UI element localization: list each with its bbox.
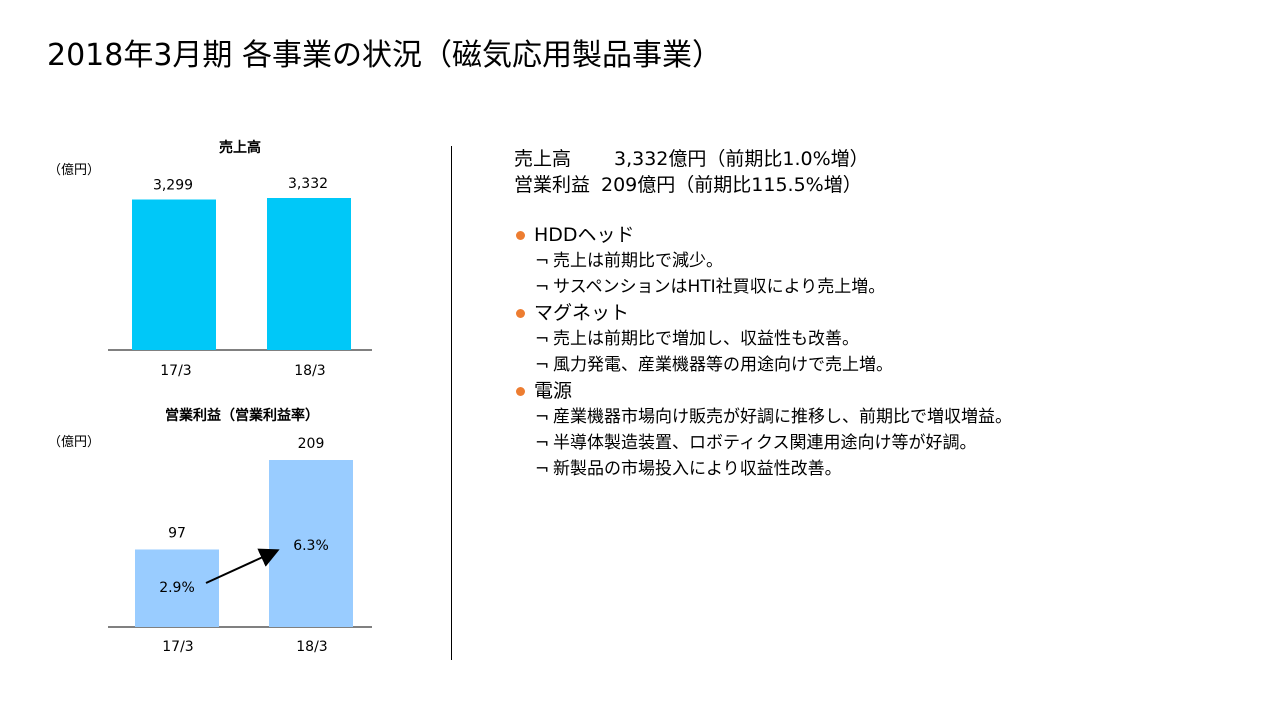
- summary-profit-row: 営業利益 209億円（前期比115.5%増）: [514, 172, 869, 198]
- sales-chart-tick-label: 17/3: [160, 363, 191, 379]
- list-item: ¬ 産業機器市場向け販売が好調に推移し、前期比で増収増益。: [514, 404, 1012, 430]
- sub-bullet-icon: ¬: [535, 407, 550, 427]
- sub-bullet-icon: ¬: [535, 459, 550, 479]
- profit-chart-svg: 営業利益（営業利益率） （億円） 17/3 18/3 97 209 2.9% 6.3%: [48, 407, 372, 655]
- list-item: ¬ サスペンションはHTI社買収により売上増。: [514, 274, 1012, 300]
- sub-bullet-icon: ¬: [535, 251, 550, 271]
- sales-chart-svg: 売上高 （億円） 17/3 18/3 3,299 3,332: [48, 139, 372, 379]
- list-item: ¬ 売上は前期比で増加し、収益性も改善。: [514, 326, 1012, 352]
- sales-bar: [267, 198, 351, 350]
- summary-sales-label: 売上高: [514, 148, 572, 170]
- profit-chart-tick-label: 17/3: [162, 639, 193, 655]
- sales-chart-title: 売上高: [219, 139, 261, 156]
- summary-profit-label: 営業利益: [514, 174, 591, 196]
- list-item: ¬ 新製品の市場投入により収益性改善。: [514, 456, 1012, 482]
- list-item-text: サスペンションはHTI社買収により売上増。: [553, 277, 886, 297]
- profit-margin-label: 2.9%: [159, 580, 195, 596]
- profit-chart: 営業利益（営業利益率） （億円） 17/3 18/3 97 209 2.9% 6.3%: [40, 398, 410, 660]
- sales-chart-tick-label: 18/3: [294, 363, 325, 379]
- bullet-dot-icon: [516, 308, 525, 318]
- list-item-text: 新製品の市場投入により収益性改善。: [553, 459, 842, 479]
- sub-bullet-icon: ¬: [535, 277, 550, 297]
- summary-profit-value: 209億円（前期比115.5%増）: [601, 174, 862, 196]
- sales-chart-unit: （億円）: [48, 162, 100, 178]
- list-item: ¬ 半導体製造装置、ロボティクス関連用途向け等が好調。: [514, 430, 1012, 456]
- business-details: HDDヘッド ¬ 売上は前期比で減少。 ¬ サスペンションはHTI社買収により売上増…: [514, 222, 1012, 482]
- profit-bar: [135, 549, 219, 627]
- section-heading: マグネット: [514, 300, 1012, 326]
- sales-chart: 売上高 （億円） 17/3 18/3 3,299 3,332: [40, 128, 410, 380]
- profit-bar: [269, 460, 353, 627]
- section-heading-label: マグネット: [534, 302, 630, 324]
- sales-value-label: 3,332: [288, 176, 328, 192]
- list-item-text: 風力発電、産業機器等の用途向けで売上増。: [553, 355, 893, 375]
- bullet-dot-icon: [516, 386, 525, 396]
- list-item: ¬ 風力発電、産業機器等の用途向けで売上増。: [514, 352, 1012, 378]
- list-item-text: 産業機器市場向け販売が好調に推移し、前期比で増収増益。: [553, 407, 1012, 427]
- list-item-text: 半導体製造装置、ロボティクス関連用途向け等が好調。: [553, 433, 977, 453]
- summary-sales-value: 3,332億円（前期比1.0%増）: [614, 148, 869, 170]
- summary-block: 売上高 3,332億円（前期比1.0%増） 営業利益 209億円（前期比115.5%…: [514, 146, 869, 198]
- sub-bullet-icon: ¬: [535, 355, 550, 375]
- list-item-text: 売上は前期比で増加し、収益性も改善。: [553, 329, 859, 349]
- profit-value-label: 97: [168, 525, 186, 541]
- sub-bullet-icon: ¬: [535, 329, 550, 349]
- section-heading: HDDヘッド: [514, 222, 1012, 248]
- section-heading-label: HDDヘッド: [534, 224, 635, 246]
- section-heading-label: 電源: [534, 380, 573, 402]
- profit-chart-title: 営業利益（営業利益率）: [165, 407, 319, 424]
- sub-bullet-icon: ¬: [535, 433, 550, 453]
- profit-margin-label: 6.3%: [293, 538, 329, 554]
- sales-bar: [132, 199, 216, 350]
- list-item-text: 売上は前期比で減少。: [553, 251, 723, 271]
- margin-trend-arrow-icon: [205, 548, 280, 584]
- section-heading: 電源: [514, 378, 1012, 404]
- sales-value-label: 3,299: [153, 178, 193, 194]
- profit-chart-unit: （億円）: [48, 434, 100, 450]
- summary-sales-row: 売上高 3,332億円（前期比1.0%増）: [514, 146, 869, 172]
- profit-chart-tick-label: 18/3: [296, 639, 327, 655]
- page-title: 2018年3月期 各事業の状況（磁気応用製品事業）: [47, 38, 722, 73]
- bullet-dot-icon: [516, 230, 525, 240]
- list-item: ¬ 売上は前期比で減少。: [514, 248, 1012, 274]
- profit-value-label: 209: [298, 436, 325, 452]
- vertical-divider: [451, 146, 452, 660]
